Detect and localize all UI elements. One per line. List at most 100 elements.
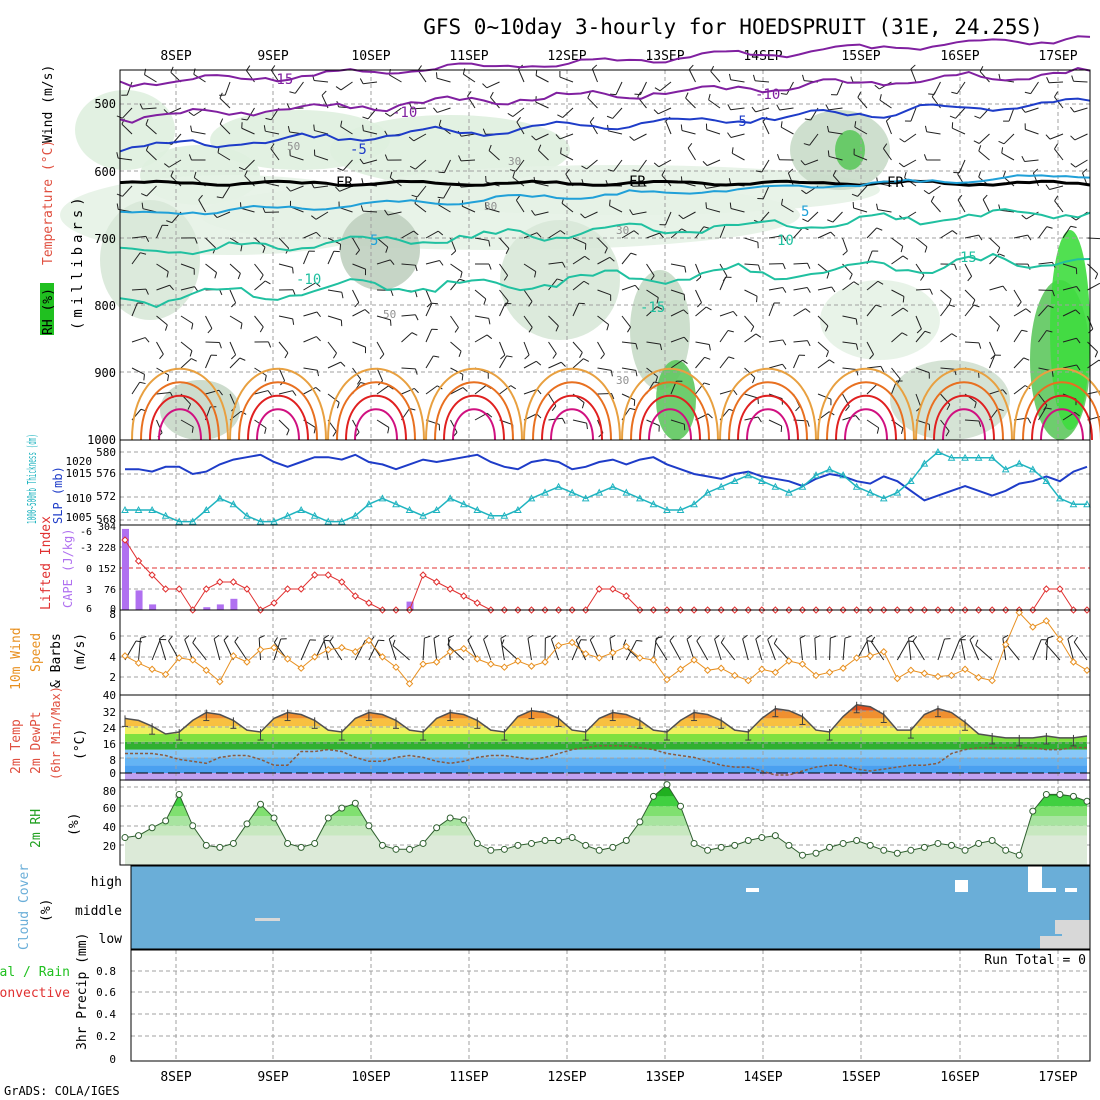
- cloud-gap: [746, 888, 759, 892]
- surface-wind-barb: [814, 638, 817, 661]
- wind-axis-label-1: 10m Wind: [9, 627, 24, 690]
- upper-wind-barb: [401, 230, 414, 239]
- upper-wind-barb: [1001, 152, 1015, 161]
- upper-wind-barb: [688, 69, 696, 83]
- thickness-point: [175, 517, 184, 525]
- upper-wind-barb: [612, 107, 623, 119]
- upper-wind-barb-flag: [1076, 337, 1081, 344]
- upper-wind-barb: [314, 130, 329, 135]
- upper-wind-barb: [156, 392, 171, 395]
- upper-wind-barb-flag: [361, 178, 364, 185]
- pressure-tick: 800: [94, 299, 116, 313]
- wind-speed-point: [189, 656, 197, 664]
- upper-wind-barb-flag: [801, 189, 807, 195]
- surface-wind-barb: [912, 640, 925, 661]
- surface-wind-barb: [354, 640, 366, 661]
- upper-wind-barb-flag: [560, 361, 566, 367]
- upper-wind-barb: [621, 284, 636, 291]
- warm-contour: [149, 394, 211, 441]
- upper-wind-barb-flag: [509, 169, 516, 172]
- upper-wind-barb-flag: [842, 250, 848, 256]
- upper-wind-barb-flag: [385, 246, 389, 253]
- wind-speed-point: [907, 666, 915, 674]
- upper-wind-barb: [1087, 359, 1100, 369]
- upper-wind-barb-flag: [876, 227, 883, 231]
- upper-wind-barb-flag: [825, 104, 830, 111]
- rh2m-axis-label: 2m RH: [29, 809, 44, 848]
- upper-wind-barb-flag: [355, 249, 360, 256]
- wind-speed-point: [961, 665, 969, 673]
- upper-wind-barb-flag: [705, 306, 712, 311]
- wind-speed-point: [175, 654, 183, 662]
- upper-wind-barb: [156, 263, 169, 272]
- upper-wind-barb: [327, 361, 341, 369]
- upper-wind-barb-flag: [850, 76, 854, 83]
- upper-wind-barb-flag: [795, 406, 800, 412]
- upper-wind-barb-flag: [458, 155, 462, 162]
- thickness-line: [125, 451, 1087, 523]
- upper-wind-barb-flag: [755, 170, 762, 173]
- surface-wind-barb-flag: [636, 639, 643, 642]
- rh-point: [988, 837, 996, 844]
- upper-wind-barb: [572, 255, 585, 265]
- bottom-date-label: 16SEP: [940, 1070, 979, 1085]
- upper-wind-barb-flag: [188, 111, 195, 117]
- thickness-tick: 580: [96, 446, 116, 459]
- surface-wind-barb: [392, 645, 410, 661]
- upper-wind-barb: [710, 71, 721, 83]
- upper-wind-barb: [1013, 329, 1023, 343]
- top-date-label: 8SEP: [160, 49, 191, 64]
- upper-wind-barb: [730, 207, 745, 213]
- surface-wind-barb-flag: [830, 635, 837, 639]
- upper-wind-barb-flag: [637, 91, 642, 98]
- upper-wind-barb: [928, 185, 941, 195]
- upper-wind-barb: [126, 81, 133, 96]
- thickness-point: [378, 494, 387, 502]
- upper-wind-barb-flag: [974, 402, 977, 409]
- upper-wind-barb: [670, 289, 685, 295]
- rh-point: [826, 843, 834, 851]
- upper-wind-barb: [548, 315, 559, 327]
- upper-wind-barb: [744, 237, 759, 243]
- upper-wind-barb-flag: [454, 327, 459, 333]
- upper-wind-barb-flag: [413, 388, 419, 394]
- upper-wind-barb-flag: [187, 403, 192, 410]
- upper-wind-barb-flag: [728, 73, 732, 80]
- upper-wind-barb: [637, 159, 647, 172]
- upper-wind-barb: [658, 159, 672, 168]
- upper-wind-barb: [695, 341, 710, 345]
- rh-point: [175, 790, 183, 798]
- upper-wind-barb-flag: [483, 298, 487, 305]
- cloud-cover-fill: [131, 866, 1090, 949]
- contour-label: FR: [887, 175, 904, 191]
- upper-wind-barb-flag: [284, 352, 289, 359]
- precip-panel: 0.8 0.6 0.4 0.2 0 Total / Rain Convectiv…: [0, 933, 1091, 1066]
- upper-wind-barb: [534, 211, 549, 216]
- upper-wind-barb: [278, 315, 293, 320]
- wind-speed-point: [1001, 640, 1010, 649]
- upper-wind-barb: [389, 74, 402, 83]
- upper-wind-barb: [401, 367, 416, 370]
- rh-point: [270, 814, 278, 822]
- upper-wind-barb-flag: [488, 263, 492, 270]
- upper-wind-barb-flag: [191, 426, 194, 433]
- upper-wind-barb-flag: [586, 423, 588, 430]
- upper-wind-barb: [572, 419, 587, 424]
- upper-wind-barb-flag: [170, 170, 174, 177]
- contour-label: 30: [508, 155, 521, 168]
- surface-wind-barb: [696, 640, 709, 661]
- upper-wind-barb-flag: [230, 354, 236, 360]
- rh-shade: [75, 90, 175, 170]
- upper-wind-barb: [730, 79, 745, 83]
- upper-wind-barb-flag: [552, 353, 557, 359]
- upper-wind-barb: [793, 227, 804, 239]
- upper-wind-barb-flag: [512, 171, 516, 178]
- upper-wind-barb: [362, 210, 378, 213]
- thickness-point: [703, 488, 712, 496]
- upper-wind-barb-flag: [609, 199, 611, 206]
- upper-wind-barb: [416, 185, 427, 198]
- rh-point: [798, 851, 806, 859]
- thickness-point: [500, 511, 509, 519]
- cloud-unit-label: (%): [39, 899, 54, 922]
- upper-wind-barb: [340, 126, 353, 135]
